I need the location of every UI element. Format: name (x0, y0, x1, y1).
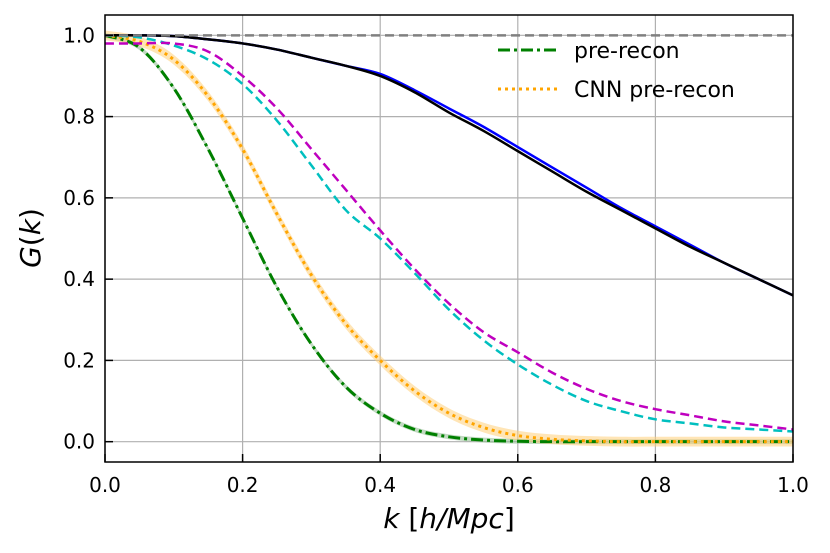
series-2-line (104, 34, 794, 433)
y-axis-g: G (14, 246, 47, 268)
series-5-line (104, 34, 794, 297)
x-axis-unit: h/Mpc (419, 502, 504, 535)
legend: pre-recon CNN pre-recon (498, 39, 735, 103)
legend-label-pre-recon: pre-recon (574, 39, 680, 64)
y-axis-close: ) (14, 208, 47, 219)
y-tick-label: 0.8 (63, 105, 95, 129)
y-tick-label: 0.2 (63, 348, 95, 372)
x-tick-label: 0.0 (89, 473, 121, 497)
x-tick-label: 0.4 (364, 473, 396, 497)
y-tick-label: 0.4 (63, 267, 95, 291)
x-axis-open: [ (399, 502, 419, 535)
x-axis-k: k (383, 502, 401, 535)
x-tick-label: 0.2 (227, 473, 259, 497)
y-axis-k: k (14, 217, 47, 235)
series-3-line (105, 41, 794, 431)
series-lines (104, 33, 794, 444)
x-tick-label: 0.8 (639, 473, 671, 497)
x-axis-title: k [h/Mpc] (383, 502, 515, 535)
x-axis-close: ] (504, 502, 515, 535)
x-tick-label: 1.0 (777, 473, 809, 497)
legend-label-cnn-pre-recon: CNN pre-recon (574, 78, 735, 103)
y-tick-label: 1.0 (63, 23, 95, 47)
y-tick-label: 0.0 (63, 430, 95, 454)
x-tick-label: 0.6 (502, 473, 534, 497)
y-tick-label: 0.6 (63, 186, 95, 210)
y-axis-title: G(k) (14, 208, 47, 268)
plot-frame (104, 14, 794, 463)
y-axis-open: ( (14, 235, 47, 246)
ticks: 0.0 0.2 0.4 0.6 0.8 1.0 0.0 0.2 0.4 0.6 0.8 1.0 (63, 23, 809, 497)
